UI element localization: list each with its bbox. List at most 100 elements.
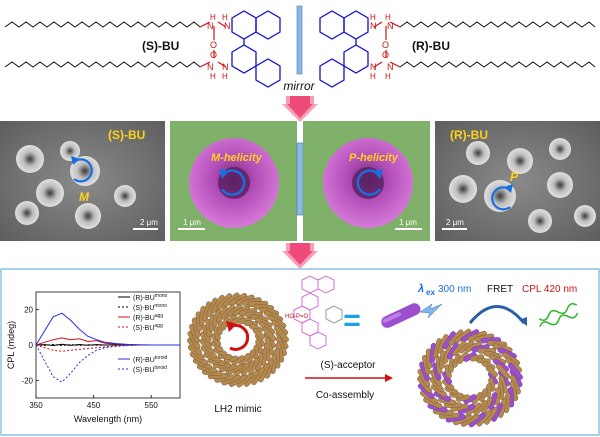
scale-bar-label: 2 μm [140,218,158,227]
legend-entry: (R)-BUmono [133,293,168,302]
toroid-particle [36,179,64,207]
donor-stick [274,325,289,343]
equals-sign: = [343,304,361,337]
toroid-label: LH2 mimic [214,404,261,415]
excitation-value: 300 nm [438,284,471,295]
legend-entry: (S)-BUmono [133,303,167,312]
donor-stick [262,326,277,342]
mirror-plane [296,5,303,75]
left-atom-O1: O [210,40,217,50]
chart-legend: (R)-BUmono(S)-BUmono(R)-BUagg(S)-BUagg (R… [118,293,168,374]
left-atom-N2: N [224,21,231,31]
left-binaphthyl [231,10,281,88]
rotation-arrowhead-icon [373,169,383,179]
right-atom-H1: H [370,13,376,22]
donor-stick [252,328,265,340]
x-axis-label: Wavelength (nm) [74,414,142,424]
series-lines [35,312,180,383]
p-marker: P [510,170,519,184]
right-binaphthyl [319,10,369,88]
x-tick-label: 450 [87,401,101,410]
legend-entry: (S)-BUagg [133,323,163,332]
rotation-arrowhead-icon [226,321,237,332]
acceptor-stick [508,362,523,380]
left-atom-N1: N [207,21,214,31]
donor-stick [496,363,511,380]
right-atom-H2: H [385,13,391,22]
toroid-particle [15,201,39,225]
series-line-1 [35,343,180,347]
m-helicity-panel: M-helicity 1 μm [170,121,297,241]
right-atom-O1: O [382,40,389,50]
toroid-particle [528,209,552,233]
rotation-arrow-icon [229,323,250,351]
molecular-structures: H N H N O N H N H O (S)-BU mirror [4,5,596,93]
legend-entry: (S)-BUtoroid [133,365,167,374]
toroid-particle [574,205,596,227]
toroid-particle [70,156,100,186]
right-atom-N3: N [370,62,377,72]
right-atom-H4: H [385,72,391,81]
left-atom-H1: H [210,13,216,22]
left-alkyl-chains [4,21,201,68]
y-tick-label: 20 [24,306,33,315]
right-atom-H3: H [370,72,376,81]
toroid-particle [75,203,101,229]
lightning-icon [419,303,443,319]
toroid-particle [449,175,477,203]
legend-entry: (R)-BUtoroid [133,355,168,364]
right-urea-groups [373,21,401,68]
fret-arrow [468,305,526,324]
micrograph-row: (S)-BU M 2 μm M-helicity 1 μm P-helicity [0,121,600,241]
fret-arrowhead-icon [519,317,527,326]
excitation-label: λ ex 300 nm [417,283,471,297]
p-helicity-panel: P-helicity 1 μm [303,121,430,241]
coassembly-label: Co-assembly [316,390,374,401]
r-bu-sem-label: (R)-BU [450,128,488,142]
excitation-subscript: ex [426,288,435,297]
rotation-arrowhead-icon [504,184,513,193]
toroid-particle [549,138,571,160]
legend-entry: (R)-BUagg [133,313,163,322]
acceptor-label: (S)-acceptor [320,360,376,371]
rotation-arrow-icon [491,186,511,211]
left-atom-H3: H [210,72,216,81]
lh2-mimic-toroid [187,292,289,388]
down-arrow-2 [282,243,318,269]
rotation-arrow-icon [220,169,246,196]
right-atom-N1: N [370,21,377,31]
acceptor-molecule [293,275,343,350]
x-tick-label: 350 [29,401,43,410]
right-alkyl-chains [399,21,596,68]
acceptor-phosphate-label: HO-P=O [285,314,309,320]
rotation-arrowhead-icon [219,169,229,179]
toroid-particle [507,148,533,174]
toroid-particle [466,141,490,165]
acceptor-rod-icon [381,303,421,328]
helical-light-icon [539,312,579,328]
helical-light-icon [538,303,578,321]
toroid-particle [114,185,136,207]
toroid-particle [16,145,44,173]
rotation-arrow-icon [73,158,93,183]
p-helicity-label: P-helicity [349,152,399,164]
series-line-5 [35,344,180,383]
left-atom-N3: N [207,62,214,72]
right-atom-N2: N [387,21,394,31]
down-arrow-1 [282,96,318,122]
left-urea-groups [199,21,227,68]
fret-label: FRET [487,284,513,295]
toroid-particle [547,172,573,198]
left-atom-H2: H [222,13,228,22]
x-tick-label: 550 [145,401,159,410]
excitation-symbol: λ [417,283,424,295]
scale-bar-label: 1 μm [183,218,201,227]
mirror-plane [296,142,304,216]
y-tick-label: -20 [21,376,33,385]
toroid-particle [60,141,80,161]
left-atom-H4: H [222,72,228,81]
scale-bar-label: 1 μm [399,218,417,227]
coassembled-toroid [417,328,523,428]
